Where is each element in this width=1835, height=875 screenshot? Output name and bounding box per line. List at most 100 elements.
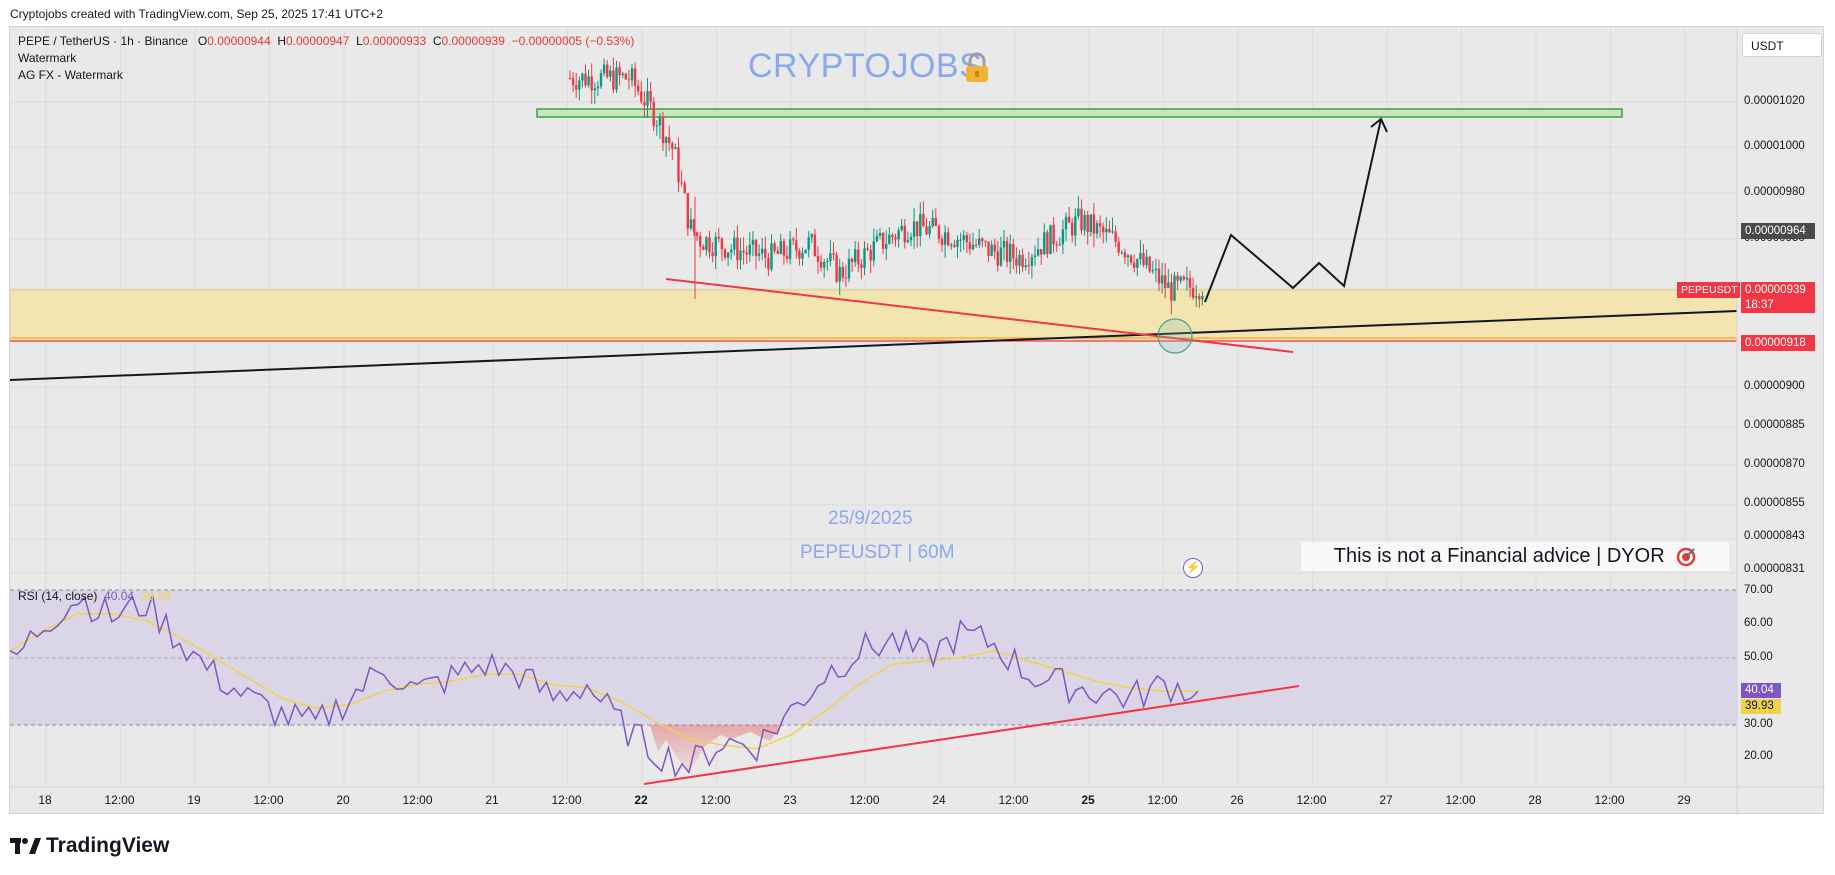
candle-body: [742, 250, 745, 253]
rsi-oversold-fill: [650, 725, 782, 772]
candle-body: [900, 225, 903, 231]
candle-body: [621, 73, 624, 76]
time-axis-label: 23: [783, 793, 797, 807]
candle-body: [860, 264, 863, 268]
candle-body: [782, 240, 786, 256]
time-axis-label: 12:00: [402, 793, 433, 807]
candle-body: [1077, 208, 1080, 217]
rsi-axis-label: 60.00: [1744, 617, 1773, 629]
descending-trendline[interactable]: [665, 278, 1294, 353]
currency-button[interactable]: USDT: [1742, 33, 1822, 57]
candle-body: [894, 237, 897, 240]
candle-body: [668, 137, 671, 144]
tradingview-logo-text: TradingView: [46, 834, 170, 857]
legend-watermark[interactable]: Watermark: [18, 51, 77, 65]
candle-body: [1142, 252, 1145, 266]
candle-body: [869, 249, 872, 261]
time-axis-label: 24: [932, 793, 946, 807]
candle-body: [751, 239, 755, 245]
candle-body: [1102, 226, 1105, 233]
price-label: 0.00000870: [1744, 458, 1805, 470]
candle-body: [739, 250, 742, 261]
rsi-ma-tag[interactable]: 39.93: [1741, 699, 1781, 714]
candle-body: [1064, 216, 1068, 230]
candle-body: [761, 248, 764, 254]
symbol-label[interactable]: PEPE / TetherUS · 1h · Binance: [18, 34, 188, 48]
candle-body: [658, 116, 662, 126]
candle-body: [1117, 241, 1120, 253]
candle-body: [1021, 254, 1024, 268]
symbol-tag[interactable]: PEPEUSDT: [1677, 282, 1740, 298]
time-axis-label: 27: [1379, 793, 1393, 807]
rsi-legend[interactable]: RSI (14, close) 40.04 39.93: [18, 589, 171, 603]
candle-body: [903, 225, 906, 243]
candle-body: [1018, 254, 1021, 266]
close-label: C: [432, 34, 442, 48]
candle-body: [575, 85, 578, 90]
candle-body: [1157, 268, 1161, 284]
candle-body: [1145, 256, 1148, 266]
candle-body: [1139, 252, 1142, 260]
rsi-trendline[interactable]: [643, 685, 1300, 785]
chart-frame[interactable]: PEPE / TetherUS · 1h · Binance O0.000009…: [9, 26, 1825, 815]
candle-body: [888, 234, 891, 245]
resistance-zone[interactable]: [536, 108, 1623, 118]
projection-path[interactable]: [1204, 118, 1382, 303]
price-label: 0.00001020: [1744, 95, 1805, 107]
candle-body: [730, 249, 733, 253]
candle-body: [720, 238, 724, 250]
bolt-icon[interactable]: ⚡: [1183, 558, 1203, 578]
candle-body: [717, 236, 720, 239]
candle-body: [689, 219, 693, 229]
legend-ag-watermark[interactable]: AG FX - Watermark: [18, 68, 123, 82]
header-credit: Cryptojobs created with TradingView.com,…: [10, 7, 383, 21]
candle-body: [1195, 296, 1198, 298]
support-price-tag[interactable]: 0.00000918: [1741, 335, 1815, 351]
tradingview-logo[interactable]: TradingView: [10, 834, 169, 858]
candle-body: [748, 244, 751, 255]
candle-body: [826, 261, 829, 263]
last-price-tag[interactable]: 0.00000939 18:37: [1741, 282, 1815, 313]
candle-body: [1198, 296, 1201, 300]
price-label: 0.00000843: [1744, 530, 1805, 542]
price-label: 0.00001000: [1744, 140, 1805, 152]
candle-body: [711, 252, 714, 257]
candle-body: [801, 253, 804, 259]
candle-body: [683, 183, 686, 194]
rsi-value-tag[interactable]: 40.04: [1741, 683, 1781, 698]
candle-body: [835, 254, 838, 282]
date-annotation: 25/9/2025: [828, 508, 913, 529]
candle-body: [996, 251, 999, 266]
candle-body: [1173, 275, 1176, 301]
long-trendline[interactable]: [10, 310, 1738, 381]
ohlc-legend: PEPE / TetherUS · 1h · Binance O0.000009…: [18, 34, 634, 48]
candle-body: [640, 91, 643, 102]
chart-canvas[interactable]: [10, 27, 1825, 815]
candle-body: [962, 235, 965, 240]
time-axis-label: 29: [1677, 793, 1691, 807]
marker-price-tag[interactable]: 0.00000964: [1741, 223, 1815, 239]
candle-body: [1027, 265, 1030, 267]
price-label: 0.00000900: [1744, 380, 1805, 392]
candle-body: [1176, 275, 1179, 281]
candle-body: [885, 244, 888, 249]
candle-body: [1148, 256, 1151, 272]
candle-body: [1092, 214, 1096, 234]
candle-body: [990, 244, 993, 256]
candle-body: [661, 116, 665, 144]
candle-body: [779, 240, 782, 254]
time-axis-label: 28: [1528, 793, 1542, 807]
candle-body: [571, 78, 575, 86]
candle-body: [652, 101, 655, 127]
time-axis-label: 12:00: [998, 793, 1029, 807]
candle-body: [965, 235, 968, 243]
touch-circle[interactable]: [1157, 318, 1193, 354]
candle-body: [1129, 255, 1133, 263]
candle-body: [943, 232, 947, 245]
candle-body: [602, 64, 606, 74]
tradingview-logo-icon: [10, 838, 41, 855]
candle-body: [590, 76, 593, 91]
support-zone[interactable]: [10, 289, 1738, 342]
candle-body: [788, 239, 792, 259]
high-label: H: [277, 34, 286, 48]
